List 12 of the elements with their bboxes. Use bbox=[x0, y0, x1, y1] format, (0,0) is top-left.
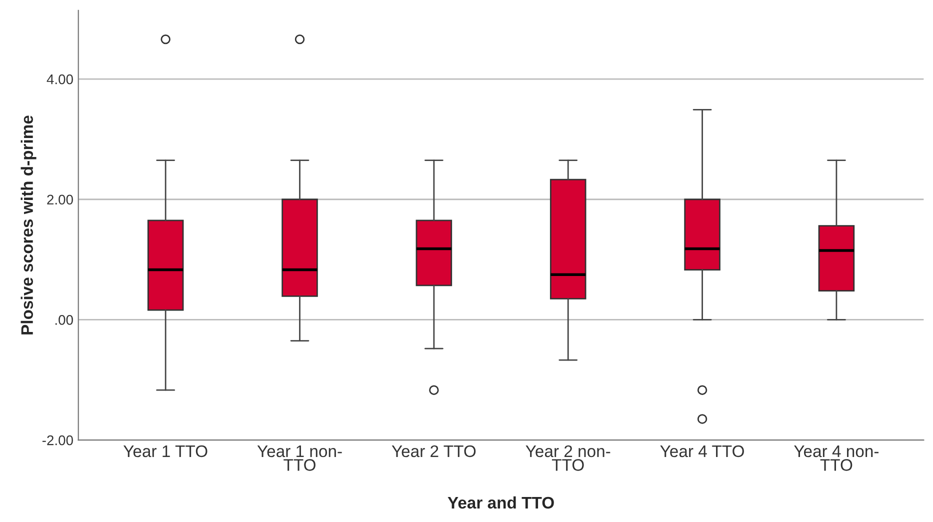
x-tick-label: Year 4 non- TTO bbox=[794, 446, 879, 471]
y-axis-title: Plosive scores with d-prime bbox=[20, 116, 36, 334]
y-tick-label: 4.00 bbox=[46, 74, 73, 84]
x-tick-label: Year 2 non- TTO bbox=[526, 445, 610, 471]
x-tick-label: Year 1 non- TTO bbox=[257, 446, 342, 471]
x-tick-label: Year 1 TTO bbox=[123, 445, 208, 458]
x-tick-label: Year 4 TTO bbox=[660, 445, 744, 458]
y-tick-label: .00 bbox=[55, 315, 73, 325]
y-tick-label: 2.00 bbox=[47, 194, 73, 205]
x-axis-title: Year and TTO bbox=[448, 496, 554, 509]
y-tick-label: -2.00 bbox=[42, 435, 73, 446]
x-tick-label: Year 2 TTO bbox=[392, 445, 476, 458]
